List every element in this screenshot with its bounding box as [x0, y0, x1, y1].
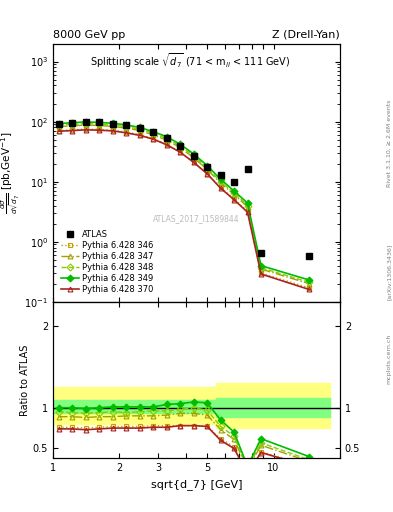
X-axis label: sqrt{d_7} [GeV]: sqrt{d_7} [GeV] — [151, 479, 242, 489]
Y-axis label: $\frac{d\sigma}{d\sqrt{d_7}}$ [pb,GeV$^{-1}$]: $\frac{d\sigma}{d\sqrt{d_7}}$ [pb,GeV$^{… — [0, 131, 22, 214]
Text: Splitting scale $\sqrt{d_7}$ (71 < m$_{ll}$ < 111 GeV): Splitting scale $\sqrt{d_7}$ (71 < m$_{l… — [90, 51, 291, 70]
Text: Rivet 3.1.10, ≥ 2.6M events: Rivet 3.1.10, ≥ 2.6M events — [386, 100, 391, 187]
Y-axis label: Ratio to ATLAS: Ratio to ATLAS — [20, 344, 30, 416]
Text: mcplots.cern.ch: mcplots.cern.ch — [386, 333, 391, 383]
Text: ATLAS_2017_I1589844: ATLAS_2017_I1589844 — [153, 215, 240, 224]
Legend: ATLAS, Pythia 6.428 346, Pythia 6.428 347, Pythia 6.428 348, Pythia 6.428 349, P: ATLAS, Pythia 6.428 346, Pythia 6.428 34… — [57, 226, 157, 297]
Text: 8000 GeV pp: 8000 GeV pp — [53, 30, 125, 40]
Text: [arXiv:1306.3436]: [arXiv:1306.3436] — [386, 243, 391, 300]
Text: Z (Drell-Yan): Z (Drell-Yan) — [272, 30, 340, 40]
